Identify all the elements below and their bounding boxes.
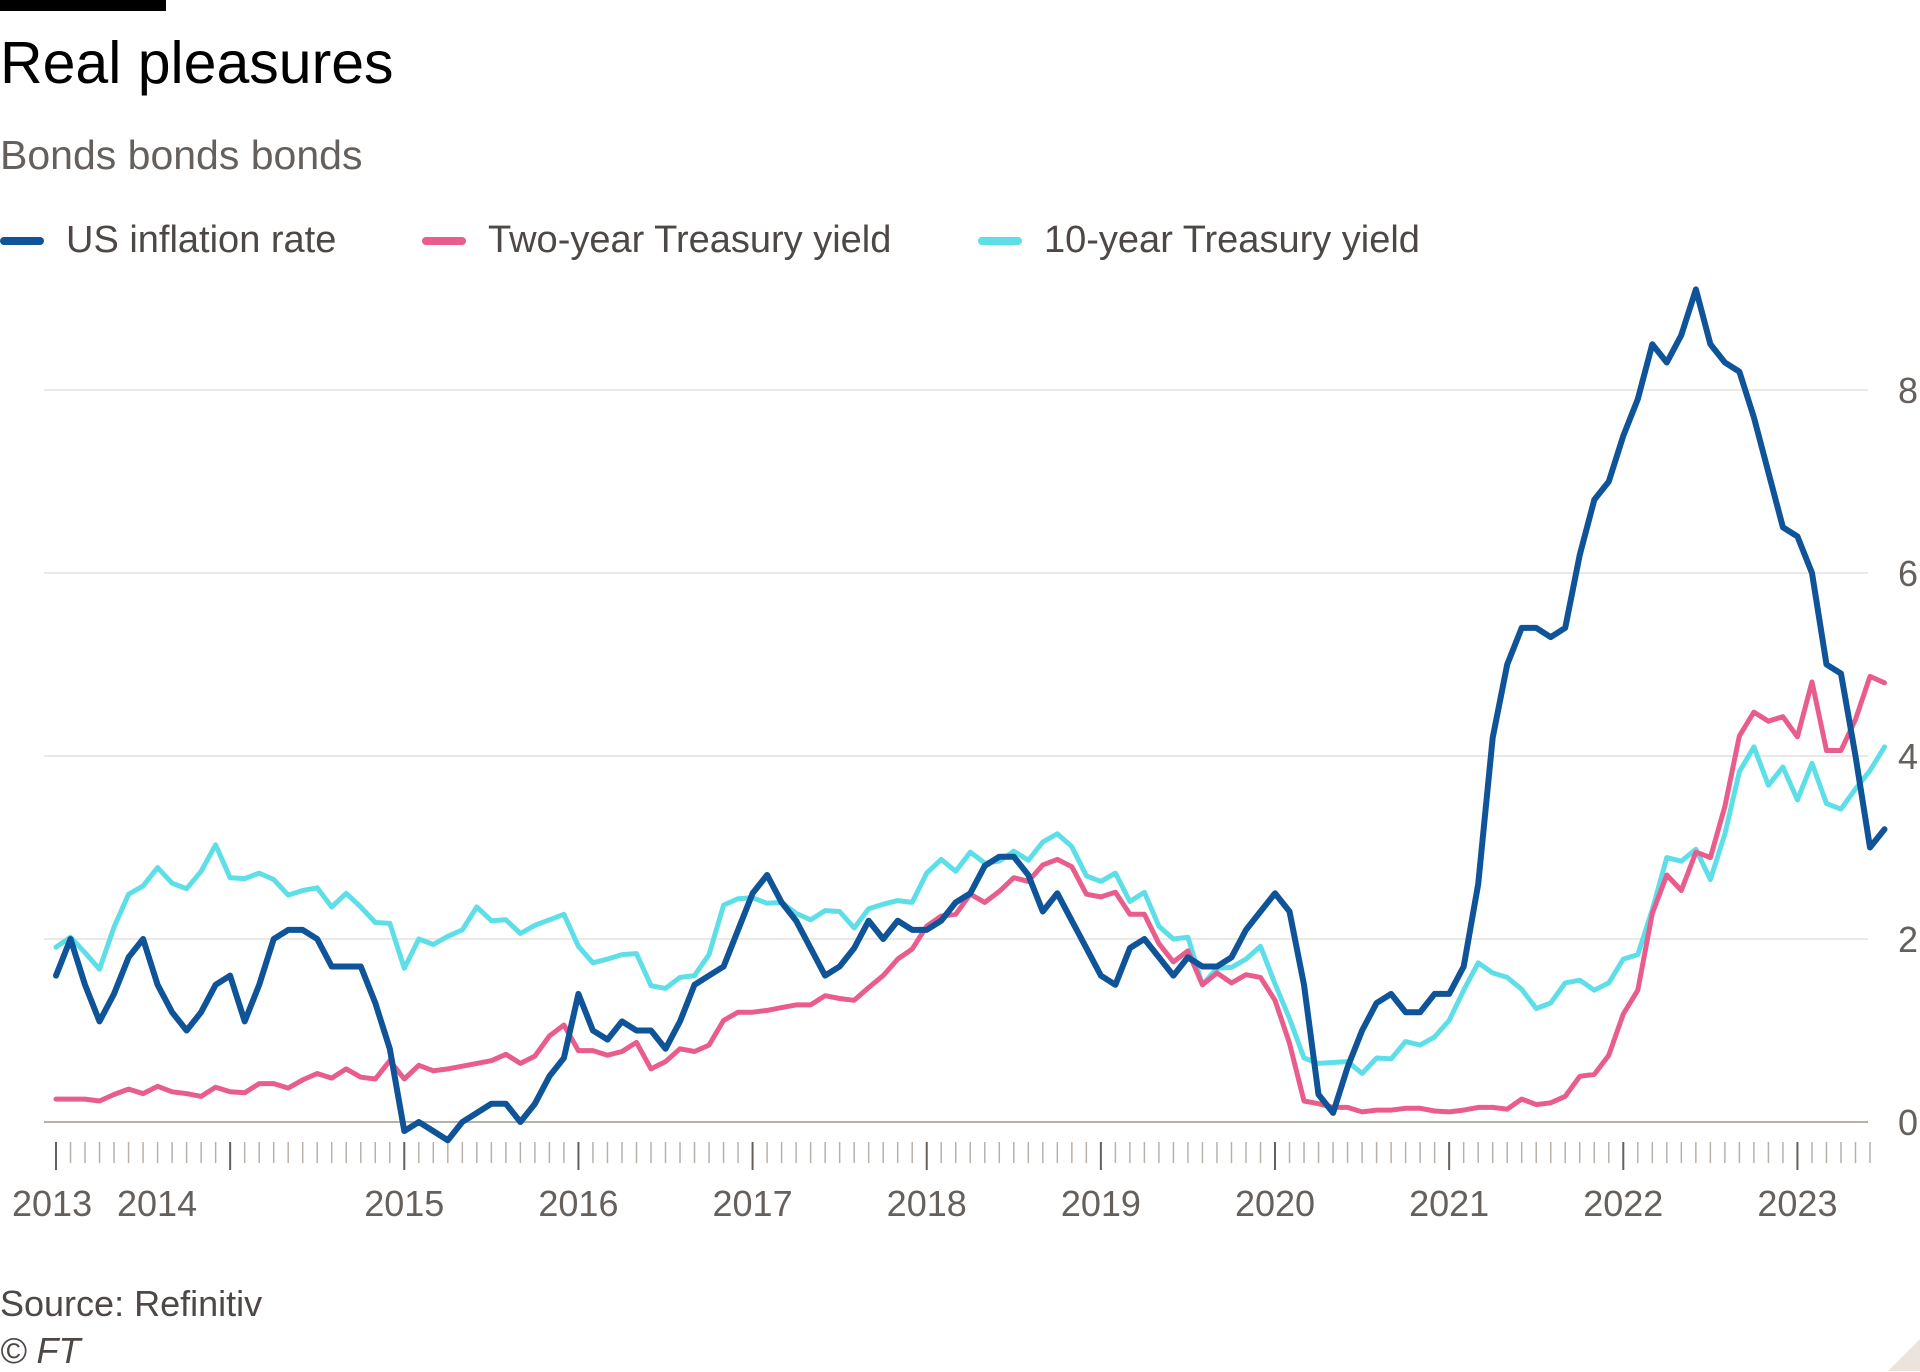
chart-title: Real pleasures (0, 30, 394, 96)
x-tick-label-2018: 2018 (887, 1183, 967, 1224)
x-tick-label-2019: 2019 (1061, 1183, 1141, 1224)
x-tick-label-2014: 2014 (117, 1183, 197, 1224)
y-tick-label-0: 0 (1898, 1102, 1918, 1143)
copyright-note: © FT (0, 1330, 81, 1371)
legend-item-ten-year: 10-year Treasury yield (978, 219, 1420, 262)
x-tick-label-2022: 2022 (1583, 1183, 1663, 1224)
x-axis: 2013 2014 2015 2016 2017 2018 2019 2020 2021 2022… (12, 1142, 1871, 1224)
chart-subtitle: Bonds bonds bonds (0, 132, 363, 178)
y-tick-label-4: 4 (1898, 736, 1918, 777)
series-lines (53, 286, 1888, 1144)
corner-mark (1888, 1339, 1920, 1371)
y-tick-label-6: 6 (1898, 553, 1918, 594)
legend-item-inflation: US inflation rate (0, 219, 336, 262)
y-tick-label-8: 8 (1898, 370, 1918, 411)
legend-label-two-year: Two-year Treasury yield (488, 219, 892, 261)
brand-bar (0, 0, 166, 11)
series-line-inflation (53, 286, 1888, 1144)
source-note: Source: Refinitiv (0, 1283, 263, 1324)
legend-swatch-ten-year (978, 236, 1022, 245)
x-tick-label-2016: 2016 (538, 1183, 618, 1224)
line-chart: 2013 2014 2015 2016 2017 2018 2019 2020 2021 2022… (12, 286, 1918, 1224)
y-axis: 0 2 4 6 8 (1898, 370, 1918, 1143)
x-tick-label-2013: 2013 (12, 1183, 92, 1224)
x-tick-label-2021: 2021 (1409, 1183, 1489, 1224)
x-tick-label-2023: 2023 (1757, 1183, 1837, 1224)
x-tick-label-2020: 2020 (1235, 1183, 1315, 1224)
legend-item-two-year: Two-year Treasury yield (422, 219, 891, 262)
legend-swatch-inflation (0, 236, 44, 245)
x-tick-label-2015: 2015 (364, 1183, 444, 1224)
x-tick-label-2017: 2017 (713, 1183, 793, 1224)
legend-label-ten-year: 10-year Treasury yield (1044, 219, 1420, 261)
legend-label-inflation: US inflation rate (66, 219, 337, 261)
y-tick-label-2: 2 (1898, 919, 1918, 960)
series-line-ten-year (53, 744, 1887, 1076)
gridlines (44, 389, 1868, 1123)
legend-swatch-two-year (422, 236, 466, 245)
